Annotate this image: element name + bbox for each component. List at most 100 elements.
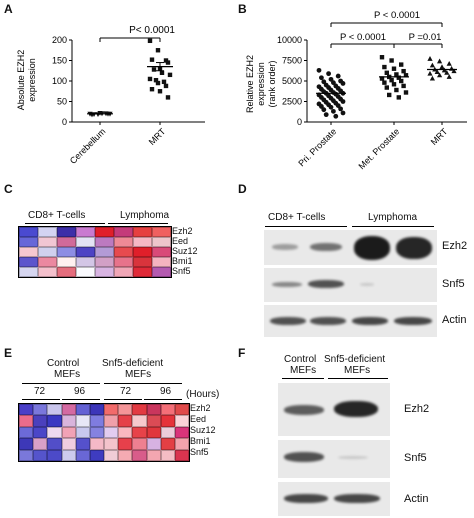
- data-point: [161, 79, 167, 85]
- heatmap-cell: [152, 267, 171, 277]
- data-point: [437, 58, 443, 64]
- heatmap-cell: [95, 267, 114, 277]
- heatmap-cell: [57, 247, 76, 257]
- heatmap-cell: [174, 404, 189, 416]
- data-point: [446, 74, 452, 79]
- heatmap-cell: [33, 415, 48, 427]
- panel-d-letter: D: [238, 182, 247, 196]
- heatmap-cell: [146, 426, 161, 439]
- heatmap-cell: [118, 404, 133, 416]
- heatmap-cell: [95, 247, 114, 257]
- panel-b-ylabel-2: expression: [256, 62, 266, 106]
- heatmap-cell: [104, 415, 119, 427]
- panel-e-gene-5: Snf5: [190, 447, 209, 457]
- panel-c-gene-4: Bmi1: [172, 256, 193, 266]
- heatmap-cell: [114, 227, 133, 237]
- panel-f-blot-actin: [278, 482, 390, 516]
- heatmap-cell: [152, 247, 171, 257]
- data-point: [163, 83, 169, 89]
- heatmap-cell: [61, 404, 76, 416]
- data-point: [319, 75, 324, 81]
- heatmap-cell: [33, 449, 48, 461]
- heatmap-cell: [19, 237, 38, 247]
- data-point: [155, 48, 161, 53]
- panel-f-group2-line2: MEFs: [344, 365, 371, 376]
- heatmap-cell: [174, 415, 189, 427]
- data-point: [399, 78, 404, 84]
- data-point: [167, 72, 173, 78]
- heatmap-cell: [57, 267, 76, 277]
- heatmap-cell: [76, 227, 95, 237]
- data-point: [429, 75, 435, 81]
- data-point: [153, 77, 159, 83]
- panel-b-ylabel-1: Relative EZH2: [245, 55, 255, 113]
- data-point: [147, 76, 153, 82]
- heatmap-cell: [114, 247, 133, 257]
- x-tick-label: Cerebellum: [68, 126, 108, 166]
- panel-e-gene-3: Suz12: [190, 425, 216, 435]
- heatmap-cell: [133, 267, 152, 277]
- heatmap-cell: [61, 438, 76, 450]
- data-point: [159, 70, 165, 75]
- heatmap-cell: [89, 404, 104, 416]
- heatmap-cell: [118, 426, 133, 439]
- panel-f-bar-2: [328, 378, 388, 379]
- heatmap-cell: [95, 237, 114, 247]
- heatmap-cell: [160, 449, 175, 461]
- data-point: [379, 55, 385, 60]
- data-point: [321, 79, 327, 85]
- panel-e-time-3: 72: [120, 386, 132, 397]
- y-tick-label: 2500: [282, 97, 302, 107]
- data-point: [399, 62, 404, 67]
- data-point: [434, 69, 440, 74]
- heatmap-cell: [76, 247, 95, 257]
- y-tick-label: 0: [62, 117, 67, 127]
- heatmap-cell: [19, 404, 34, 416]
- data-point: [389, 58, 394, 63]
- heatmap-cell: [118, 415, 133, 427]
- panel-e-time-bar-3: [104, 399, 142, 400]
- heatmap-cell: [61, 426, 76, 439]
- data-point: [335, 73, 341, 79]
- panel-c-group2: Lymphoma: [120, 210, 170, 221]
- data-point: [427, 56, 433, 61]
- heatmap-cell: [38, 237, 57, 247]
- heatmap-cell: [38, 267, 57, 277]
- panel-f-bar-1: [282, 378, 324, 379]
- heatmap-cell: [38, 227, 57, 237]
- panel-e-group1-line1: Control: [47, 358, 80, 369]
- panel-b-p-left: P < 0.0001: [340, 32, 386, 43]
- panel-f-protein-snf5: Snf5: [404, 452, 427, 464]
- panel-b-p-right: P =0.01: [409, 32, 442, 43]
- heatmap-cell: [114, 237, 133, 247]
- heatmap-cell: [132, 449, 147, 461]
- heatmap-cell: [132, 404, 147, 416]
- data-point: [391, 66, 397, 71]
- heatmap-cell: [133, 237, 152, 247]
- panel-f-group1-line1: Control: [284, 354, 317, 365]
- data-point: [155, 80, 161, 86]
- heatmap-cell: [132, 438, 147, 450]
- panel-d-protein-ezh2: Ezh2: [442, 240, 468, 252]
- panel-d-blot-ezh2: [264, 230, 437, 265]
- data-point: [403, 90, 409, 95]
- heatmap-cell: [76, 267, 95, 277]
- data-point: [437, 72, 443, 78]
- panel-a-letter: A: [4, 2, 13, 16]
- data-point: [444, 70, 450, 75]
- panel-d-blot-actin: [264, 305, 437, 337]
- data-point: [165, 60, 171, 65]
- heatmap-cell: [132, 426, 147, 439]
- panel-c-heatmap: [18, 226, 172, 278]
- heatmap-cell: [75, 438, 90, 450]
- heatmap-cell: [38, 257, 57, 267]
- heatmap-cell: [75, 449, 90, 461]
- panel-e-bar-2: [104, 383, 182, 384]
- panel-b-chart: 0 2500 5000 7500 10000 Pri. Prostate Met. Pros…: [245, 10, 467, 170]
- data-point: [326, 71, 331, 77]
- heatmap-cell: [95, 227, 114, 237]
- panel-f-blot-ezh2: [278, 383, 390, 436]
- heatmap-cell: [146, 438, 161, 450]
- heatmap-cell: [174, 449, 189, 461]
